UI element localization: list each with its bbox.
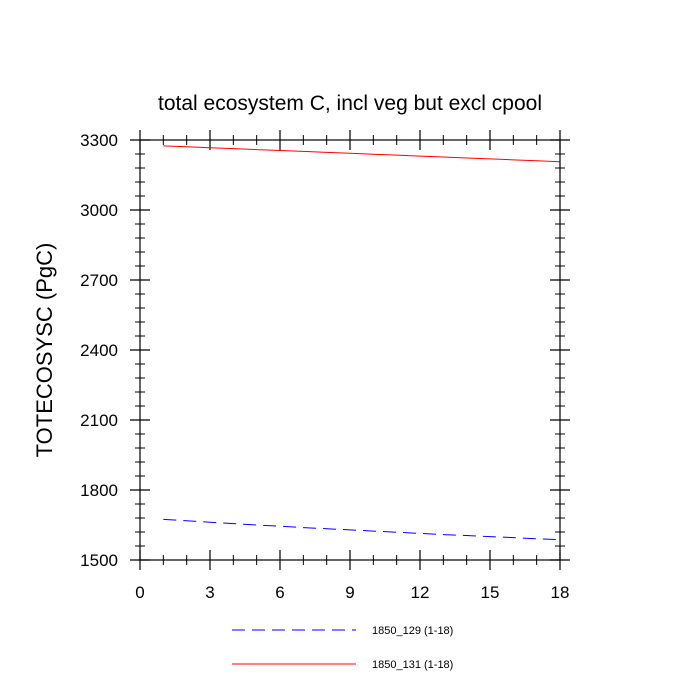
- major-ticks: [130, 130, 570, 570]
- series-line-1: [163, 518, 561, 541]
- legend: 1850_129 (1-18) 1850_131 (1-18): [232, 625, 453, 671]
- y-tick-label: 2700: [80, 271, 118, 290]
- plot-frame: [139, 139, 561, 561]
- series-layer: [163, 145, 561, 541]
- tick-labels: 0 3 6 9 12 15 18 1500 1800 2100 2400 2700 3000 3300: [80, 131, 569, 602]
- x-tick-label: 12: [411, 583, 430, 602]
- x-tick-label: 3: [205, 583, 214, 602]
- y-tick-label: 1500: [80, 551, 118, 570]
- chart-title: total ecosystem C, incl veg but excl cpo…: [158, 92, 542, 115]
- y-tick-label: 2100: [80, 411, 118, 430]
- x-tick-label: 6: [275, 583, 284, 602]
- x-tick-label: 0: [135, 583, 144, 602]
- x-tick-label: 9: [345, 583, 354, 602]
- x-tick-label: 18: [551, 583, 570, 602]
- minor-ticks: [135, 135, 565, 565]
- y-tick-label: 3000: [80, 201, 118, 220]
- legend-label-2: 1850_131 (1-18): [372, 659, 453, 671]
- y-tick-label: 1800: [80, 481, 118, 500]
- x-tick-label: 15: [481, 583, 500, 602]
- y-tick-label: 3300: [80, 131, 118, 150]
- y-tick-label: 2400: [80, 341, 118, 360]
- legend-label-1: 1850_129 (1-18): [372, 625, 453, 637]
- y-axis-label: TOTECOSYSC (PgC): [32, 243, 57, 458]
- series-line-2: [163, 145, 561, 163]
